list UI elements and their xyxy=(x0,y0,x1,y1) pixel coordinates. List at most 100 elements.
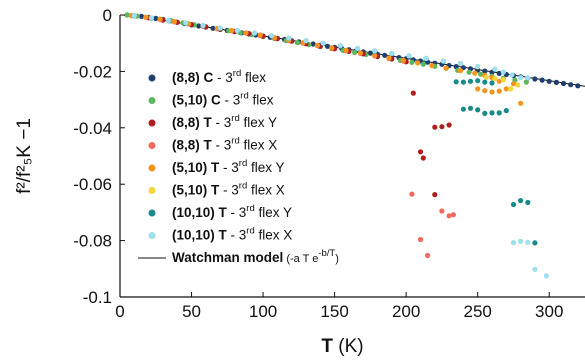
axis-ticks-layer: 0 50 100 150 200 250 300 0 -0.02 -0.04 -0.06 -0.08 -… xyxy=(73,6,563,321)
data-point xyxy=(417,236,424,243)
data-point xyxy=(415,60,421,66)
data-point xyxy=(457,68,464,74)
data-point xyxy=(420,155,426,161)
data-point xyxy=(496,78,502,84)
x-axis-label: T (K) xyxy=(321,336,363,357)
data-point xyxy=(518,100,524,106)
data-point xyxy=(489,89,495,95)
data-point xyxy=(446,213,452,219)
data-point xyxy=(210,25,216,31)
data-point xyxy=(200,22,206,28)
data-point xyxy=(460,79,466,85)
data-point xyxy=(532,266,538,272)
data-point xyxy=(303,38,309,44)
data-point xyxy=(439,208,445,214)
y-tick-label: -0.02 xyxy=(73,62,112,81)
data-point xyxy=(482,88,488,94)
data-point xyxy=(482,110,488,116)
axis-labels-layer: T (K) f²/f²₅K −1 xyxy=(14,118,364,357)
legend-marker xyxy=(148,187,156,194)
data-point xyxy=(489,80,495,86)
data-point xyxy=(389,50,395,57)
data-point xyxy=(372,48,378,54)
data-point xyxy=(243,30,249,36)
data-point xyxy=(196,23,202,29)
data-point xyxy=(457,60,464,67)
x-tick-label: 0 xyxy=(115,302,124,321)
data-point xyxy=(229,27,235,34)
y-tick-label: -0.08 xyxy=(73,232,112,251)
data-point xyxy=(453,79,459,85)
data-point xyxy=(148,15,155,21)
data-point xyxy=(420,61,426,67)
data-point xyxy=(443,65,449,71)
data-point xyxy=(510,240,517,246)
data-point xyxy=(543,273,550,279)
data-point xyxy=(496,88,502,94)
data-point xyxy=(153,15,159,21)
data-point xyxy=(257,32,263,38)
data-point xyxy=(496,110,502,116)
data-point xyxy=(406,53,412,59)
data-point xyxy=(509,72,515,78)
data-point xyxy=(372,52,378,58)
data-point xyxy=(503,86,509,92)
legend-marker xyxy=(148,209,156,217)
data-point xyxy=(500,77,506,83)
data-point xyxy=(475,86,481,92)
data-point xyxy=(466,69,472,75)
data-point xyxy=(492,66,498,72)
data-point xyxy=(269,33,275,39)
data-point xyxy=(489,110,495,116)
data-point xyxy=(518,198,524,204)
data-point xyxy=(409,59,415,65)
data-point xyxy=(568,82,574,88)
data-point xyxy=(525,75,531,81)
data-point xyxy=(439,124,445,130)
data-point xyxy=(450,212,456,218)
y-tick-label: -0.1 xyxy=(83,288,112,307)
data-point xyxy=(352,49,358,56)
data-point xyxy=(367,50,373,56)
data-point xyxy=(294,40,300,46)
data-point xyxy=(518,238,524,244)
data-point xyxy=(429,62,435,69)
data-point xyxy=(503,108,509,114)
data-point xyxy=(423,55,429,62)
data-point xyxy=(337,43,343,49)
y-tick-label: -0.04 xyxy=(73,119,112,138)
data-point xyxy=(515,82,521,88)
legend-entry-label: (8,8) C - 3rd flex xyxy=(172,68,266,85)
data-point xyxy=(131,13,137,19)
data-point xyxy=(357,50,363,56)
x-tick-label: 250 xyxy=(464,302,492,321)
data-point xyxy=(234,27,240,34)
data-point xyxy=(575,83,581,89)
data-point xyxy=(329,45,335,51)
data-point xyxy=(410,90,416,96)
data-point xyxy=(510,81,517,87)
legend-marker xyxy=(148,74,156,82)
data-point xyxy=(508,86,514,92)
series-4 xyxy=(128,13,524,106)
data-point xyxy=(523,79,529,85)
data-point xyxy=(446,122,452,128)
data-point xyxy=(475,107,481,113)
y-axis-label: f²/f²₅K −1 xyxy=(14,118,35,194)
data-point xyxy=(539,77,545,83)
data-point xyxy=(560,80,567,87)
data-point xyxy=(382,52,388,58)
data-point xyxy=(532,76,538,82)
data-point xyxy=(343,47,349,53)
data-point xyxy=(492,76,498,82)
data-point xyxy=(432,124,438,130)
data-point xyxy=(467,105,474,111)
data-point xyxy=(417,149,424,155)
x-tick-label: 50 xyxy=(182,302,201,321)
data-point xyxy=(475,63,481,69)
legend-entry-label: (5,10) T - 3rd flex Y xyxy=(172,158,285,175)
data-point xyxy=(251,30,258,36)
data-point xyxy=(217,25,223,31)
data-point xyxy=(425,252,431,259)
